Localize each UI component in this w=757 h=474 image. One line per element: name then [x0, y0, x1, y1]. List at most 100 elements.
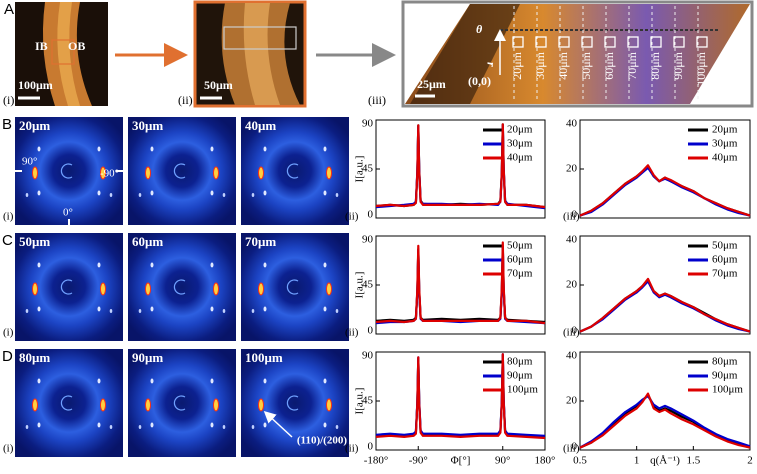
reflection [210, 190, 214, 196]
reflection [213, 282, 219, 296]
legend-label: 80μm [712, 356, 738, 368]
y-tick-label: 20 [566, 279, 578, 291]
y-tick-label: 20 [566, 395, 578, 407]
diffraction-image [241, 349, 349, 457]
reflection [210, 146, 214, 152]
legend-label: 30μm [712, 138, 738, 150]
sub-label: (i) [3, 443, 14, 455]
reflection [210, 262, 214, 268]
reflection [326, 282, 332, 296]
image-label: 60μm [132, 234, 163, 249]
series-line [579, 164, 751, 217]
reflection [323, 306, 327, 312]
x-tick-label: -90° [409, 455, 428, 467]
reflection [213, 166, 219, 180]
reflection [251, 425, 255, 429]
series-line [579, 166, 751, 217]
roi-square [604, 36, 616, 48]
reflection [37, 146, 41, 152]
reflection [323, 146, 327, 152]
detector [241, 117, 349, 225]
legend-label: 40μm [507, 152, 533, 164]
reflection [150, 146, 154, 152]
image-label: 40μm [245, 118, 276, 133]
panel-letter: A [4, 1, 14, 18]
reflection [258, 398, 264, 412]
legend-label: 100μm [507, 384, 538, 396]
detector [128, 233, 236, 341]
position-label: 50μm [579, 51, 593, 79]
image-label: 50μm [19, 234, 50, 249]
detector [15, 349, 123, 457]
reflection [145, 166, 151, 180]
reflection [258, 282, 264, 296]
detector [15, 233, 123, 341]
panel-letter: D [2, 348, 13, 365]
sub-label: (iii) [368, 93, 386, 107]
legend-label: 50μm [712, 240, 738, 252]
peak-label: (110)/(200) [297, 435, 347, 447]
legend-label: 20μm [507, 124, 533, 136]
reflection [97, 378, 101, 384]
reflection [251, 309, 255, 313]
diffraction-image [241, 117, 349, 225]
sub-label: (i) [3, 327, 14, 339]
micrograph-ii [193, 0, 307, 108]
y-tick-label: 45 [362, 279, 374, 291]
detector [241, 233, 349, 341]
reflection [210, 422, 214, 428]
roi-square [581, 36, 593, 48]
y-tick-label: 45 [362, 163, 374, 175]
series-line [375, 353, 546, 440]
y-axis-label: I[a.u.] [354, 272, 366, 299]
annotation: OB [68, 39, 85, 53]
beamstop [173, 163, 186, 179]
beamstop [286, 163, 299, 179]
diffraction-image [128, 117, 236, 225]
reflection [210, 378, 214, 384]
reflection [25, 193, 29, 197]
micrograph-i [15, 2, 108, 106]
legend-label: 80μm [507, 356, 533, 368]
series-line [375, 123, 546, 209]
y-tick-label: 20 [566, 163, 578, 175]
reflection [25, 425, 29, 429]
angle-label: 0° [63, 207, 73, 219]
scale-bar-label: 100μm [18, 78, 53, 92]
reflection [138, 193, 142, 197]
x-tick-label: 1 [634, 455, 640, 467]
axis-label: (0,0) [468, 74, 491, 88]
x-axis-label: Φ[°] [451, 455, 471, 467]
image-label: 80μm [19, 350, 50, 365]
reflection [210, 306, 214, 312]
micrograph-iii [401, 0, 754, 108]
reflection [32, 166, 38, 180]
reflection [37, 190, 41, 196]
reflection [263, 422, 267, 428]
reflection [37, 262, 41, 268]
reflection [97, 190, 101, 196]
beamstop [286, 395, 299, 411]
series-line [579, 277, 751, 333]
reflection [150, 306, 154, 312]
angle-label: -90° [100, 168, 119, 180]
y-tick-label: 45 [362, 395, 374, 407]
reflection [258, 166, 264, 180]
reflection [138, 309, 142, 313]
reflection [37, 378, 41, 384]
image-label: 20μm [19, 118, 50, 133]
y-tick-label: 0 [572, 325, 578, 337]
legend-label: 60μm [712, 254, 738, 266]
reflection [335, 425, 339, 429]
reflection [323, 422, 327, 428]
legend-label: 40μm [712, 152, 738, 164]
sub-label: (iii) [563, 327, 580, 339]
detector [128, 117, 236, 225]
beamstop [60, 395, 73, 411]
position-label: 20μm [510, 51, 524, 79]
diffraction-image [128, 349, 236, 457]
y-tick-label: 90 [362, 350, 374, 362]
reflection [97, 262, 101, 268]
y-tick-label: 0 [368, 325, 374, 337]
